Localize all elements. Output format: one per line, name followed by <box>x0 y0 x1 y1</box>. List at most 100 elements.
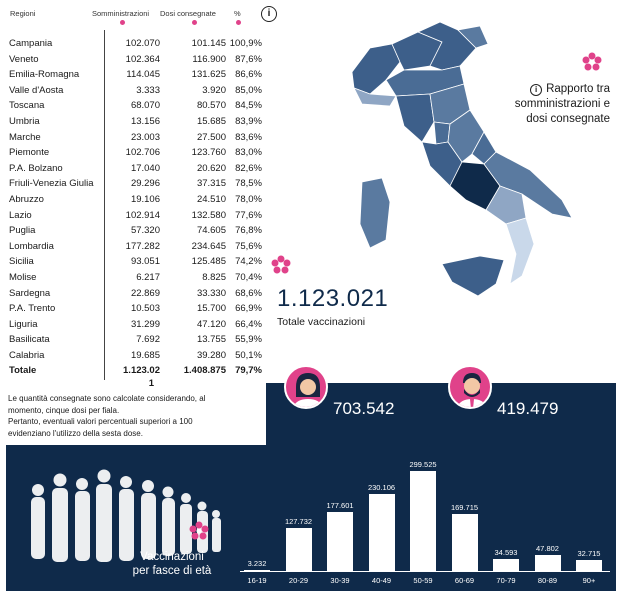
table-row: Piemonte 102.706 123.760 83,0% <box>6 145 264 161</box>
map-region-calabria <box>505 217 535 285</box>
bar-value-label: 299.525 <box>409 460 437 469</box>
bar-value-label: 32.715 <box>577 549 601 559</box>
table-divider <box>104 30 105 380</box>
cell-region: Lombardia <box>9 240 54 252</box>
cell-delivered: 15.700 <box>196 303 226 315</box>
cell-delivered: 80.570 <box>196 100 226 112</box>
cell-delivered: 15.685 <box>196 115 226 127</box>
bar-category-label: 16-19 <box>247 576 267 585</box>
cell-delivered: 101.145 <box>191 38 226 49</box>
footnote-line: momento, cinque dosi per fiala. <box>8 405 120 415</box>
info-icon: i <box>530 84 543 96</box>
info-icon[interactable]: i <box>261 6 277 22</box>
cell-delivered: 37.315 <box>196 178 226 190</box>
table-row: Liguria 31.299 47.120 66,4% <box>6 317 264 333</box>
cell-region: Sicilia <box>9 256 34 268</box>
table-total-row: Totale 1.123.02 1.408.875 79,7% <box>6 363 264 379</box>
bar-category-label: 60-69 <box>454 576 475 585</box>
crowd-icon <box>31 469 221 562</box>
cell-region: P.A. Trento <box>9 303 56 315</box>
cell-region: Molise <box>9 271 37 283</box>
cell-region: Totale <box>9 365 37 377</box>
table-row: Lazio 102.914 132.580 77,6% <box>6 208 264 224</box>
cell-percent: 77,6% <box>235 209 262 221</box>
cell-region: Friuli-Venezia Giulia <box>9 178 94 190</box>
bar-50-59 <box>410 471 436 571</box>
cell-percent: 78,5% <box>235 178 262 190</box>
cell-administered: 6.217 <box>136 271 160 283</box>
header-administered: Somministrazioni <box>92 9 150 18</box>
cell-region: P.A. Bolzano <box>9 162 63 174</box>
cell-region: Marche <box>9 131 41 143</box>
header-delivered: Dosi consegnate <box>160 9 216 18</box>
chart-baseline <box>240 571 610 572</box>
cell-percent: 83,9% <box>235 115 262 127</box>
bar-80-89 <box>534 555 561 571</box>
cell-administered: 68.070 <box>130 100 160 112</box>
cell-percent: 74,2% <box>235 256 262 268</box>
table-row: Lombardia 177.282 234.645 75,6% <box>6 239 264 255</box>
cell-administered: 102.706 <box>125 147 160 159</box>
bar-90+ <box>576 560 602 571</box>
map-region-umbria <box>433 121 451 145</box>
bar-category-label: 80-89 <box>537 576 558 585</box>
cell-administered: 23.003 <box>130 131 160 143</box>
table-total-continuation: 1 <box>6 379 264 389</box>
map-region-tuscany <box>395 93 435 143</box>
bar-category-label: 90+ <box>582 576 596 585</box>
table-row: Friuli-Venezia Giulia 29.296 37.315 78,5% <box>6 176 264 192</box>
cell-region: Calabria <box>9 349 45 361</box>
bar-60-69 <box>451 514 478 571</box>
cell-region: Abruzzo <box>9 193 44 205</box>
map-region-liguria <box>353 87 397 107</box>
cell-administered: 13.156 <box>130 115 160 127</box>
ratio-legend-line: somministrazioni e <box>514 98 610 110</box>
table-row: Valle d'Aosta 3.333 3.920 85,0% <box>6 83 264 99</box>
bar-40-49 <box>368 494 395 571</box>
bar-16-19 <box>244 569 270 571</box>
cell-percent: 82,6% <box>235 162 262 174</box>
bar-category-label: 20-29 <box>288 576 309 585</box>
cell-region: Toscana <box>9 100 45 112</box>
bar-70-79 <box>493 559 519 571</box>
cell-administered: 19.106 <box>130 193 160 205</box>
map-region-friuli <box>457 25 489 49</box>
cell-percent: 55,9% <box>235 334 262 346</box>
cell-administered-wrap: 1 <box>148 378 154 390</box>
bar-value-label: 3.232 <box>247 558 267 568</box>
cell-region: Valle d'Aosta <box>9 84 64 96</box>
ratio-legend: i Rapporto tra somministrazioni e dosi co… <box>480 82 610 127</box>
bar-category-label: 50-59 <box>413 576 433 585</box>
bar-value-label: 127.732 <box>284 517 313 527</box>
table-row: Abruzzo 19.106 24.510 78,0% <box>6 192 264 208</box>
table-body: Campania 102.070 101.145 100,9% Veneto 102.36… <box>6 36 264 389</box>
cell-administered: 102.914 <box>125 209 160 221</box>
cell-delivered: 8.825 <box>202 271 226 283</box>
bar-value-label: 34.593 <box>494 548 518 558</box>
cell-delivered: 123.760 <box>191 147 226 159</box>
cell-region: Campania <box>9 38 53 49</box>
cell-delivered: 13.755 <box>196 334 226 346</box>
table-row: Veneto 102.364 116.900 87,6% <box>6 52 264 68</box>
cell-percent: 83,6% <box>235 131 262 143</box>
map-region-sardinia <box>359 177 391 249</box>
cell-percent: 79,7% <box>235 365 262 377</box>
region-table: Regioni Somministrazioni Dosi consegnate… <box>6 6 264 389</box>
cell-delivered: 47.120 <box>196 318 226 330</box>
table-row: Calabria 19.685 39.280 50,1% <box>6 348 264 364</box>
bar-value-label: 169.715 <box>450 503 479 513</box>
cell-administered: 22.869 <box>130 287 160 299</box>
table-row: Toscana 68.070 80.570 84,5% <box>6 98 264 114</box>
table-row: Emilia-Romagna 114.045 131.625 86,6% <box>6 67 264 83</box>
cell-percent: 50,1% <box>235 349 262 361</box>
cell-administered: 29.296 <box>130 178 160 190</box>
cell-administered: 93.051 <box>130 256 160 268</box>
female-count: 703.542 <box>333 399 395 418</box>
ratio-legend-line: i Rapporto tra <box>480 82 610 97</box>
cell-percent: 78,0% <box>235 193 262 205</box>
bar-value-label: 47.802 <box>536 544 559 554</box>
cell-delivered: 33.330 <box>196 287 226 299</box>
cell-percent: 100,9% <box>229 38 262 49</box>
cell-delivered: 39.280 <box>196 349 226 361</box>
